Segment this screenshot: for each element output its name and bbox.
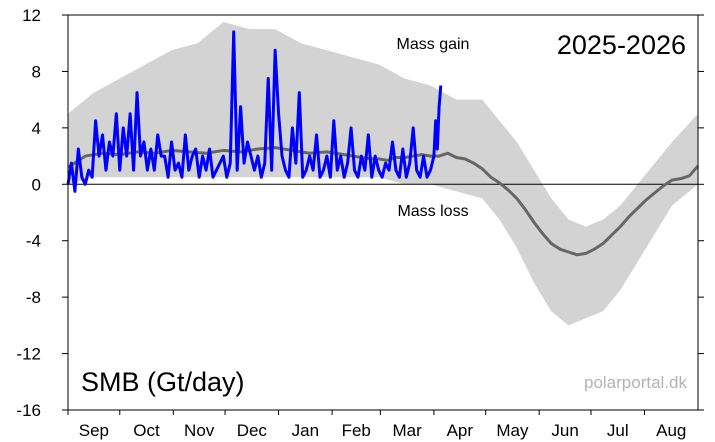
x-tick-label: May: [496, 421, 529, 440]
x-tick-label: Feb: [342, 421, 371, 440]
x-tick-label: Dec: [237, 421, 268, 440]
y-tick-label: 12: [22, 6, 41, 25]
chart-title: 2025-2026: [557, 30, 686, 60]
y-tick-label: -16: [16, 401, 41, 420]
x-tick-label: Aug: [656, 421, 686, 440]
y-tick-label: -8: [26, 288, 41, 307]
x-tick-label: Jan: [292, 421, 319, 440]
x-tick-label: Nov: [184, 421, 215, 440]
x-tick-label: Jul: [607, 421, 629, 440]
y-axis-label: SMB (Gt/day): [81, 367, 245, 397]
x-tick-label: Jun: [551, 421, 578, 440]
plot-frame: [67, 14, 699, 411]
x-tick-label: Sep: [79, 421, 109, 440]
y-tick-label: 0: [32, 175, 41, 194]
y-tick-label: 4: [32, 119, 41, 138]
current-season-line: [66, 30, 443, 193]
y-tick-label: 8: [32, 62, 41, 81]
x-tick-label: Apr: [447, 421, 474, 440]
current-season-line-layer: [66, 30, 443, 193]
x-tick-label: Mar: [393, 421, 423, 440]
mass-gain-label: Mass gain: [397, 36, 470, 53]
x-tick-label: Oct: [133, 421, 160, 440]
y-axis: 12 8 4 0 -4 -8 -12 -16: [16, 6, 704, 420]
y-tick-label: -12: [16, 345, 41, 364]
y-tick-label: -4: [26, 232, 41, 251]
mass-loss-label: Mass loss: [397, 203, 468, 220]
x-axis: Sep Oct Nov Dec Jan Feb Mar Apr May Jun Jul Aug: [67, 410, 686, 440]
source-credit: polarportal.dk: [584, 373, 688, 392]
